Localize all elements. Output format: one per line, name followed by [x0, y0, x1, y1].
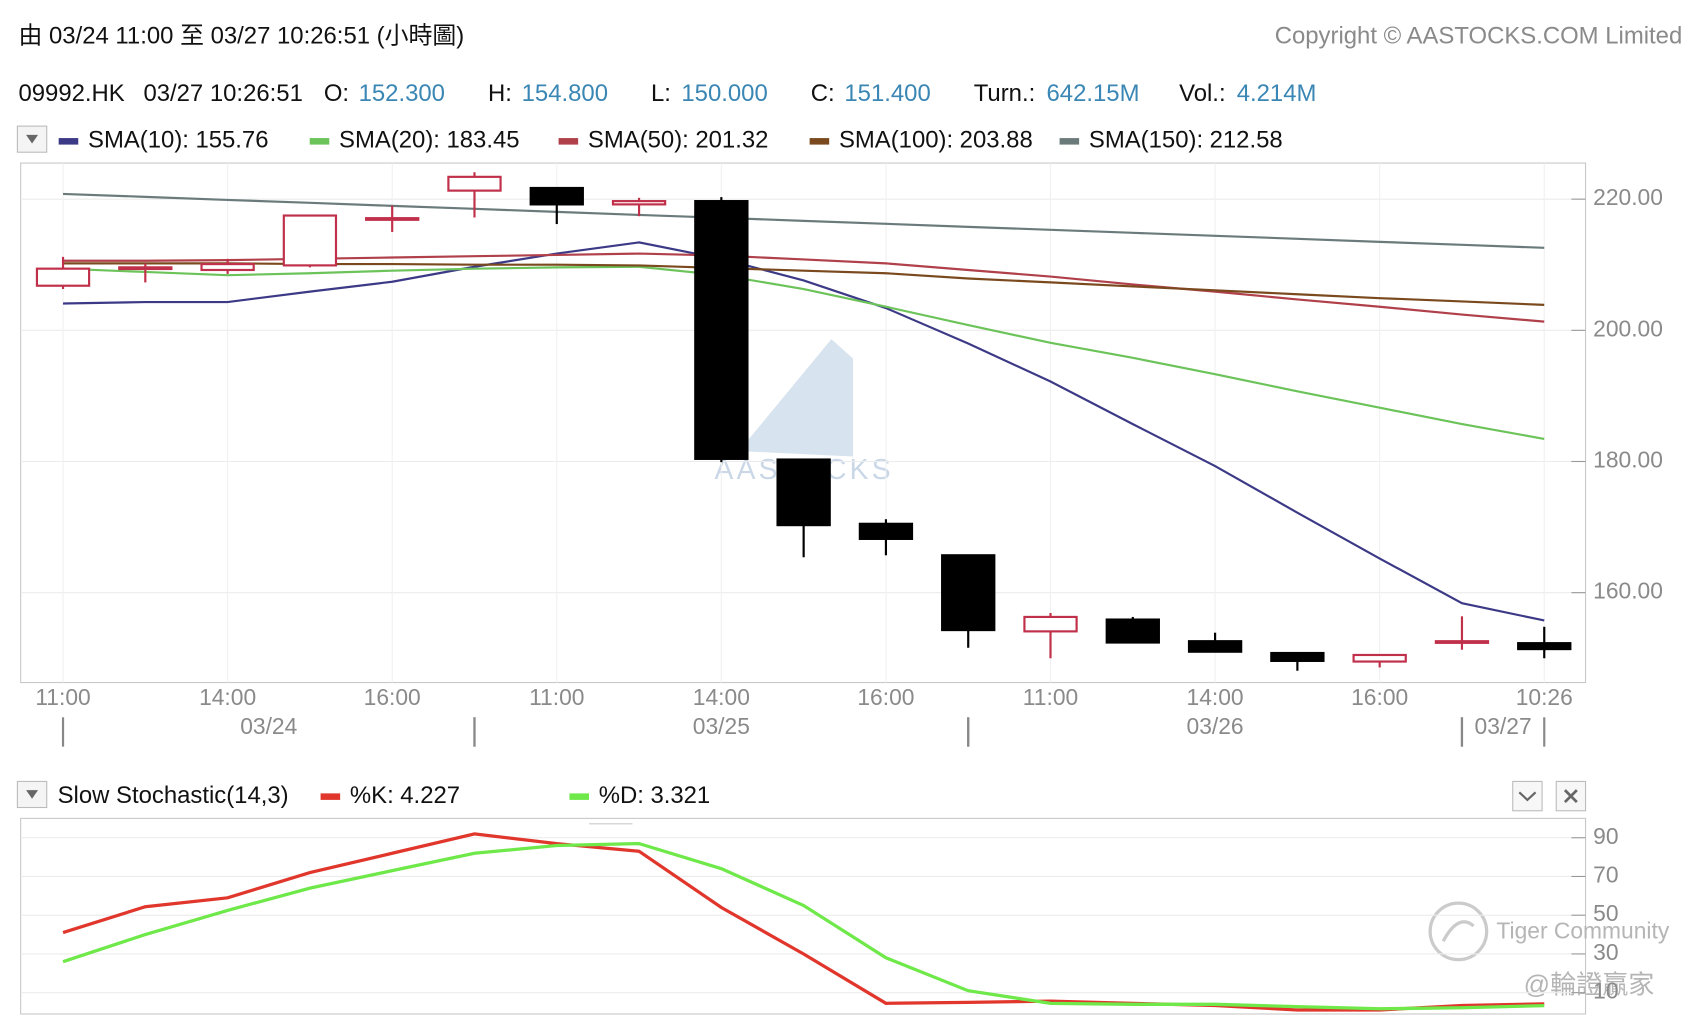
y-tick-label: 10 — [1593, 978, 1618, 1004]
candle-body — [282, 214, 338, 267]
candle-body — [365, 217, 420, 221]
x-tick-label: 16:00 — [857, 684, 914, 710]
legend-swatch — [320, 793, 341, 800]
legend-label: SMA(150): — [1089, 127, 1203, 154]
legend-swatch — [309, 138, 330, 145]
y-tick-label: 50 — [1593, 900, 1618, 926]
candle-body — [1517, 642, 1572, 651]
y-tick-label: 220.00 — [1593, 184, 1663, 210]
aastocks-logo — [738, 339, 854, 457]
legend-swatch — [809, 138, 830, 145]
x-tick-label: 14:00 — [1187, 684, 1244, 710]
candle-body — [611, 200, 667, 206]
info-label: O: — [324, 80, 349, 107]
candle-body — [1023, 615, 1078, 633]
info-label: H: — [488, 80, 512, 107]
series-line — [63, 241, 1545, 622]
timestamp: 03/27 10:26:51 — [143, 80, 302, 107]
watermark: @輪證贏家 — [1524, 970, 1655, 1000]
candle-body — [941, 554, 996, 632]
x-tick-label: 14:00 — [199, 684, 256, 710]
date-label: 03/24 — [240, 713, 297, 739]
legend-label: %K: — [350, 782, 394, 809]
legend-swatch — [58, 138, 79, 145]
candle-body — [776, 458, 831, 527]
info-label: L: — [651, 80, 671, 107]
legend-swatch — [1059, 138, 1080, 145]
legend-value: 201.32 — [695, 127, 768, 154]
series-line — [62, 265, 1545, 440]
info-value: 152.300 — [359, 80, 445, 107]
info-label: C: — [811, 80, 835, 107]
price-plot-area — [20, 162, 1587, 684]
close-button[interactable] — [1555, 780, 1587, 812]
legend-value: 183.45 — [446, 127, 519, 154]
info-value: 151.400 — [844, 80, 930, 107]
info-value: 642.15M — [1047, 80, 1140, 107]
x-tick-label: 16:00 — [1351, 684, 1408, 710]
symbol: 09992.HK — [18, 80, 124, 107]
candle-body — [1352, 653, 1407, 663]
legend-label: SMA(20): — [339, 127, 440, 154]
info-label: Vol.: — [1179, 80, 1225, 107]
x-tick-label: 11:00 — [35, 684, 90, 710]
candle-body — [529, 186, 584, 206]
date-label: 03/27 — [1475, 713, 1532, 739]
date-label: 03/25 — [693, 713, 750, 739]
legend-value: 212.58 — [1210, 127, 1283, 154]
series-line — [62, 832, 1545, 1012]
date-label: 03/26 — [1187, 713, 1244, 739]
candle-body — [1187, 640, 1243, 653]
y-tick-label: 180.00 — [1593, 447, 1663, 473]
candle-body — [1105, 618, 1160, 644]
candle-body — [447, 175, 502, 192]
y-tick-label: 30 — [1593, 939, 1618, 965]
candle-body — [694, 200, 749, 460]
indicator-title: Slow Stochastic(14,3) — [58, 782, 289, 809]
legend-label: %D: — [599, 782, 644, 809]
y-tick-label: 90 — [1593, 823, 1618, 849]
legend-swatch — [569, 793, 590, 800]
tiger-logo — [1428, 901, 1489, 962]
legend-value: 155.76 — [195, 127, 268, 154]
x-tick-label: 11:00 — [1023, 684, 1078, 710]
indicator-dropdown[interactable] — [16, 780, 48, 809]
candle-body — [118, 266, 173, 271]
info-label: Turn.: — [974, 80, 1036, 107]
x-tick-label: 11:00 — [529, 684, 584, 710]
y-tick-label: 200.00 — [1593, 315, 1663, 341]
legend-label: SMA(50): — [588, 127, 689, 154]
legend-value: 3.321 — [650, 782, 710, 809]
y-tick-label: 70 — [1593, 862, 1618, 888]
series-line — [62, 841, 1545, 1011]
y-tick-label: 160.00 — [1593, 578, 1663, 604]
x-tick-label: 16:00 — [364, 684, 421, 710]
collapse-button[interactable] — [1512, 780, 1543, 812]
candle-body — [1270, 651, 1325, 662]
copyright: Copyright © AASTOCKS.COM Limited — [1275, 22, 1683, 49]
watermark: Tiger Community — [1496, 918, 1669, 944]
candle-body — [35, 267, 91, 287]
legend-label: SMA(100): — [839, 127, 953, 154]
candle-body — [1434, 640, 1490, 644]
candle-body — [200, 262, 255, 272]
legend-label: SMA(10): — [88, 127, 189, 154]
legend-swatch — [558, 138, 579, 145]
info-value: 4.214M — [1237, 80, 1317, 107]
info-value: 154.800 — [522, 80, 608, 107]
legend-value: 203.88 — [960, 127, 1033, 154]
x-tick-label: 10:26 — [1516, 684, 1573, 710]
legend-dropdown[interactable] — [16, 125, 48, 153]
range-text: 由 03/24 11:00 至 03/27 10:26:51 (小時圖) — [18, 22, 464, 49]
x-tick-label: 14:00 — [693, 684, 750, 710]
legend-value: 4.227 — [400, 782, 460, 809]
info-value: 150.000 — [681, 80, 767, 107]
candle-body — [858, 522, 914, 540]
stochastic-plot-area — [20, 817, 1587, 1015]
series-line — [62, 192, 1545, 249]
